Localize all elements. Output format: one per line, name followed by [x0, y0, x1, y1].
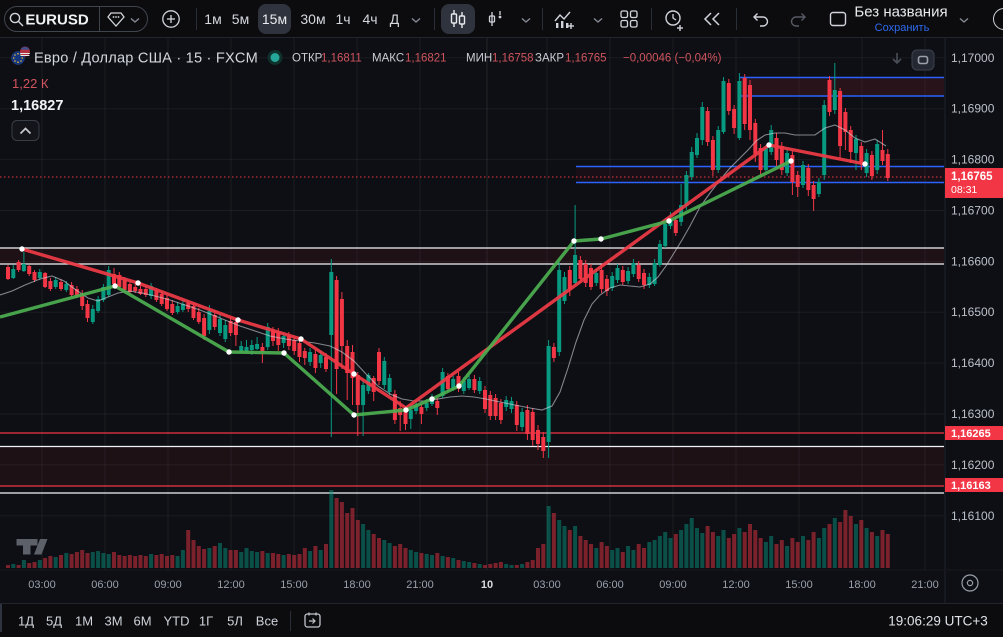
- svg-text:18:00: 18:00: [343, 579, 371, 591]
- svg-text:10: 10: [481, 579, 493, 591]
- svg-text:1,16163: 1,16163: [951, 480, 991, 492]
- svg-text:1,16400: 1,16400: [951, 356, 995, 370]
- svg-text:08:31: 08:31: [951, 184, 977, 196]
- svg-text:1,16500: 1,16500: [951, 305, 995, 319]
- svg-text:1,16265: 1,16265: [951, 428, 991, 440]
- svg-text:15:00: 15:00: [785, 579, 813, 591]
- svg-text:18:00: 18:00: [848, 579, 876, 591]
- svg-text:1,16811: 1,16811: [321, 53, 362, 65]
- svg-text:1,16700: 1,16700: [951, 204, 995, 218]
- svg-text:03:00: 03:00: [28, 579, 56, 591]
- svg-text:МИН: МИН: [466, 53, 492, 65]
- svg-text:06:00: 06:00: [596, 579, 624, 591]
- svg-text:09:00: 09:00: [154, 579, 182, 591]
- svg-text:1,16800: 1,16800: [951, 153, 995, 167]
- svg-text:ЗАКР: ЗАКР: [535, 53, 564, 65]
- svg-text:12:00: 12:00: [722, 579, 750, 591]
- svg-text:1,16200: 1,16200: [951, 458, 995, 472]
- svg-text:−0,00046 (−0,04%): −0,00046 (−0,04%): [623, 53, 722, 65]
- svg-text:21:00: 21:00: [911, 579, 939, 591]
- svg-text:06:00: 06:00: [91, 579, 119, 591]
- svg-text:1,17000: 1,17000: [951, 51, 995, 65]
- svg-text:1,16900: 1,16900: [951, 102, 995, 116]
- svg-text:12:00: 12:00: [217, 579, 245, 591]
- svg-text:1,16765: 1,16765: [565, 53, 607, 65]
- svg-text:ОТКР: ОТКР: [292, 53, 323, 65]
- svg-text:03:00: 03:00: [533, 579, 561, 591]
- svg-text:09:00: 09:00: [659, 579, 687, 591]
- svg-text:1,16600: 1,16600: [951, 254, 995, 268]
- svg-text:МАКС: МАКС: [372, 53, 404, 65]
- svg-text:Евро / Доллар США · 15 · FXCM: Евро / Доллар США · 15 · FXCM: [34, 51, 258, 67]
- svg-text:1,16300: 1,16300: [951, 407, 995, 421]
- svg-text:1,16765: 1,16765: [951, 171, 993, 183]
- svg-text:21:00: 21:00: [406, 579, 434, 591]
- svg-text:1,16827: 1,16827: [11, 98, 63, 114]
- svg-text:1,16100: 1,16100: [951, 509, 995, 523]
- svg-text:1,16821: 1,16821: [405, 53, 447, 65]
- svg-text:1,16758: 1,16758: [492, 53, 534, 65]
- svg-text:1,22 К: 1,22 К: [12, 76, 49, 91]
- svg-text:15:00: 15:00: [280, 579, 308, 591]
